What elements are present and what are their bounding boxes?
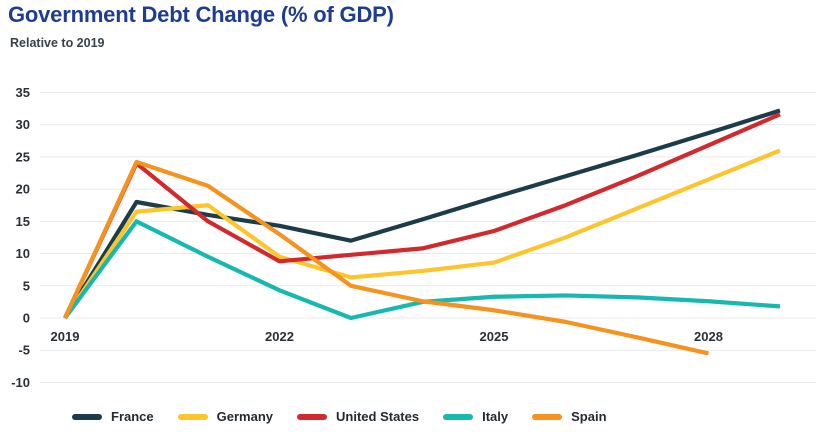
y-axis-tick-label: -10 <box>11 375 30 390</box>
legend-item-spain: Spain <box>532 409 607 424</box>
legend-label-italy: Italy <box>482 409 509 424</box>
y-axis-tick-label: 25 <box>16 149 30 164</box>
legend-label-spain: Spain <box>571 409 607 424</box>
y-axis-tick-label: 10 <box>16 246 30 261</box>
x-axis-tick-label: 2025 <box>480 329 509 344</box>
page-title: Government Debt Change (% of GDP) <box>8 2 394 27</box>
legend-swatch-italy <box>443 413 474 420</box>
y-axis-tick-label: 15 <box>16 214 30 229</box>
y-axis-tick-label: 30 <box>16 117 30 132</box>
legend-item-italy: Italy <box>443 410 508 423</box>
y-axis-tick-label: 0 <box>23 311 30 326</box>
y-axis-tick-label: -5 <box>18 343 30 358</box>
page-subtitle: Relative to 2019 <box>10 36 105 50</box>
legend-label-germany: Germany <box>216 409 274 424</box>
legend-label-united-states: United States <box>336 409 420 424</box>
legend-label-france: France <box>111 409 154 424</box>
legend-swatch-france <box>72 413 102 420</box>
y-axis-tick-label: 5 <box>23 278 30 293</box>
legend-swatch-germany <box>177 413 208 420</box>
series-line-united-states <box>63 112 781 319</box>
legend-item-germany: Germany <box>177 409 274 424</box>
legend-swatch-united-states <box>297 413 328 420</box>
legend-swatch-spain <box>532 413 563 420</box>
y-axis-tick-label: 35 <box>16 85 30 100</box>
series-line-spain <box>63 159 709 356</box>
x-axis-tick-label: 2028 <box>694 329 723 344</box>
x-axis-tick-label: 2019 <box>51 329 80 344</box>
y-axis-tick-label: 20 <box>16 182 30 197</box>
x-axis-tick-label: 2022 <box>265 329 294 344</box>
legend-item-france: France <box>72 410 154 423</box>
series-line-france <box>63 108 781 320</box>
series-line-germany <box>63 148 781 320</box>
legend: France Germany United States Italy Spain <box>72 410 607 423</box>
legend-item-united-states: United States <box>297 410 419 423</box>
